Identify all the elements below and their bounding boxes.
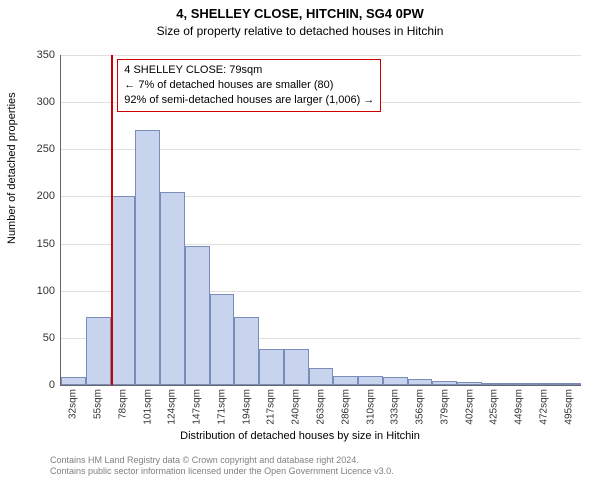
x-axis-label: Distribution of detached houses by size … (0, 430, 600, 442)
chart-title: 4, SHELLEY CLOSE, HITCHIN, SG4 0PW (0, 6, 600, 21)
x-tick-label: 379sqm (439, 389, 450, 425)
x-tick-label: 124sqm (167, 389, 178, 425)
x-tick-label: 495sqm (563, 389, 574, 425)
bar (284, 349, 309, 385)
y-tick-label: 150 (37, 238, 55, 250)
annotation-line: ← 7% of detached houses are smaller (80) (124, 78, 374, 93)
bar (531, 383, 556, 385)
bar (309, 368, 334, 385)
bar (111, 196, 136, 385)
footer-attribution: Contains HM Land Registry data © Crown c… (50, 455, 394, 478)
x-tick-label: 240sqm (291, 389, 302, 425)
bar (210, 294, 235, 385)
bar (482, 383, 507, 385)
bar (432, 381, 457, 385)
footer-line: Contains HM Land Registry data © Crown c… (50, 455, 394, 466)
bar (358, 376, 383, 385)
x-tick-label: 425sqm (489, 389, 500, 425)
plot-area: 4 SHELLEY CLOSE: 79sqm← 7% of detached h… (60, 55, 581, 386)
bar (234, 317, 259, 385)
x-tick-label: 217sqm (266, 389, 277, 425)
annotation-box: 4 SHELLEY CLOSE: 79sqm← 7% of detached h… (117, 59, 381, 112)
bar (383, 377, 408, 385)
chart-subtitle: Size of property relative to detached ho… (0, 24, 600, 38)
bar (61, 377, 86, 385)
bar (259, 349, 284, 385)
bar (333, 376, 358, 385)
x-tick-label: 333sqm (390, 389, 401, 425)
y-tick-label: 300 (37, 96, 55, 108)
y-tick-label: 250 (37, 143, 55, 155)
x-tick-label: 402sqm (464, 389, 475, 425)
y-axis-label: Number of detached properties (6, 92, 18, 244)
x-tick-label: 472sqm (538, 389, 549, 425)
y-tick-label: 0 (49, 379, 55, 391)
x-tick-label: 78sqm (117, 389, 128, 419)
reference-line (111, 55, 113, 385)
annotation-line: 4 SHELLEY CLOSE: 79sqm (124, 63, 374, 78)
bar (160, 192, 185, 385)
bar (185, 246, 210, 385)
bar (408, 379, 433, 385)
bar (457, 382, 482, 385)
bar (135, 130, 160, 385)
x-tick-label: 286sqm (340, 389, 351, 425)
bar (507, 383, 532, 385)
footer-line: Contains public sector information licen… (50, 466, 394, 477)
x-tick-label: 32sqm (68, 389, 79, 419)
y-tick-label: 200 (37, 190, 55, 202)
x-tick-label: 55sqm (93, 389, 104, 419)
x-tick-label: 194sqm (241, 389, 252, 425)
y-tick-label: 350 (37, 49, 55, 61)
x-tick-label: 449sqm (514, 389, 525, 425)
x-tick-label: 171sqm (216, 389, 227, 425)
x-tick-label: 147sqm (192, 389, 203, 425)
y-tick-label: 100 (37, 285, 55, 297)
x-tick-label: 263sqm (316, 389, 327, 425)
x-tick-label: 310sqm (365, 389, 376, 425)
y-tick-label: 50 (43, 332, 55, 344)
bar (556, 383, 581, 385)
bar (86, 317, 111, 385)
annotation-line: 92% of semi-detached houses are larger (… (124, 93, 374, 108)
x-tick-label: 356sqm (415, 389, 426, 425)
x-tick-label: 101sqm (142, 389, 153, 425)
